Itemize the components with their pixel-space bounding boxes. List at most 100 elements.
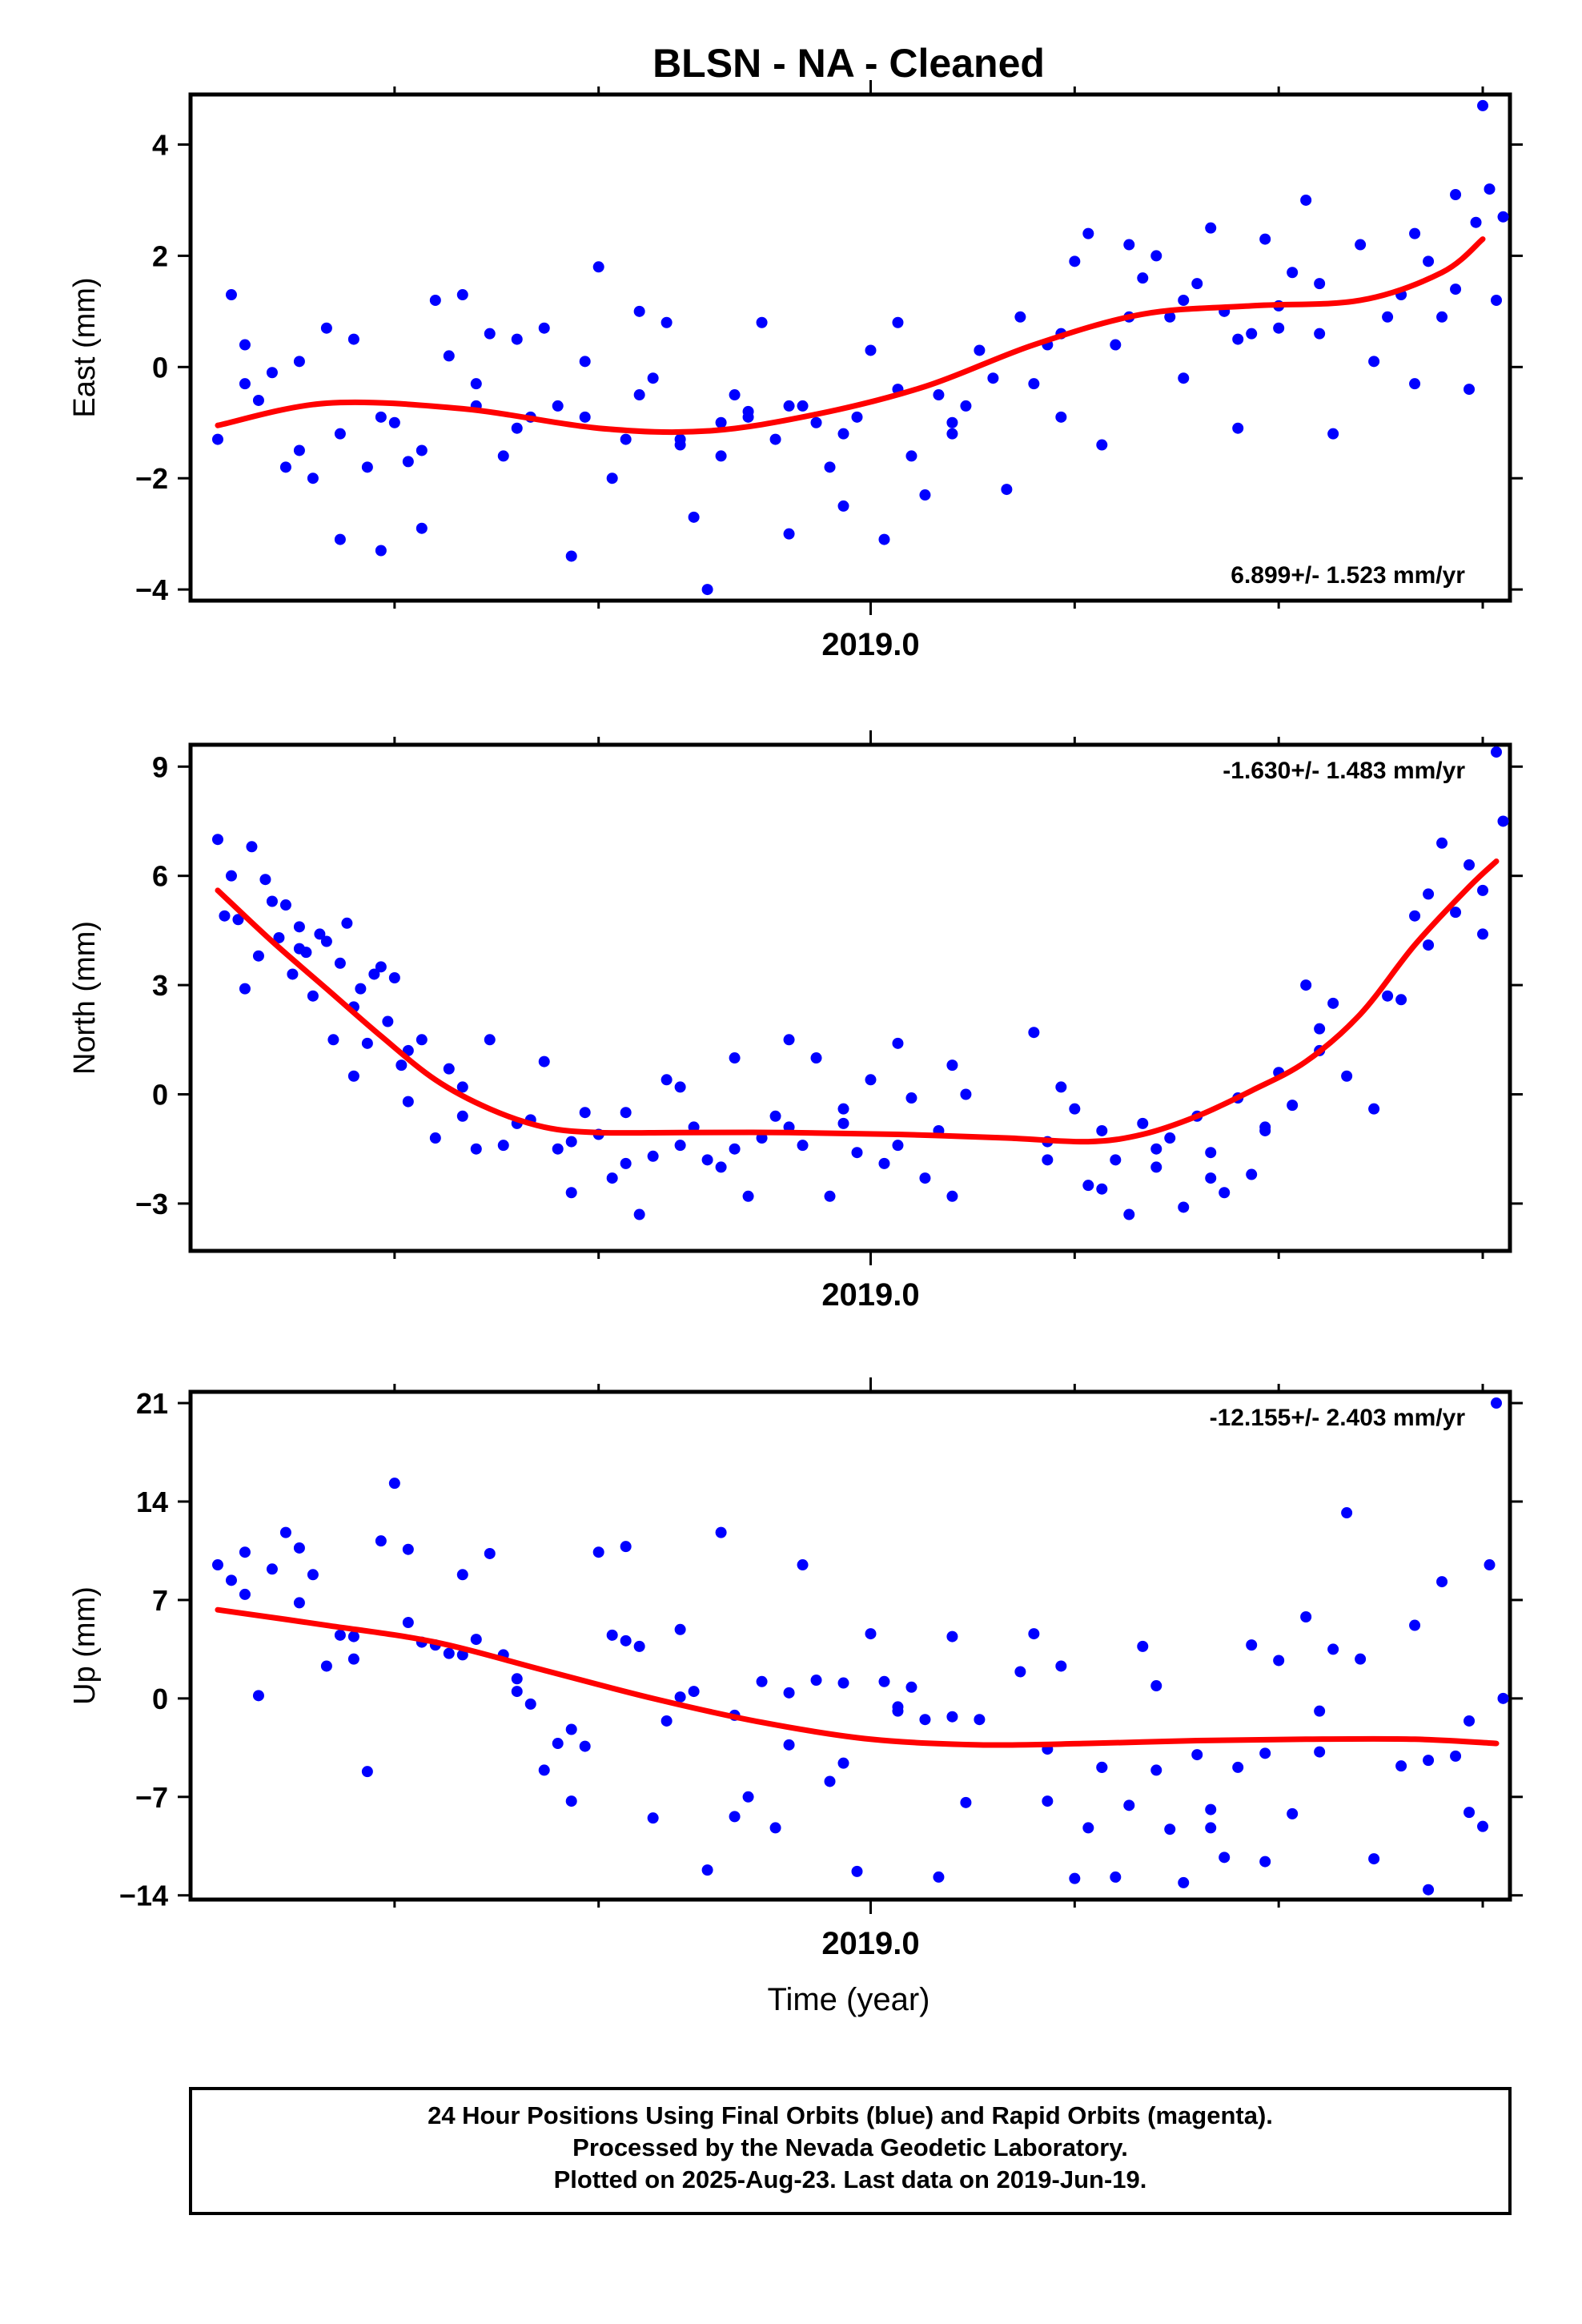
data-point bbox=[279, 899, 291, 911]
data-point bbox=[1368, 1853, 1380, 1865]
data-point bbox=[674, 1140, 686, 1152]
data-point bbox=[851, 411, 863, 423]
data-point bbox=[287, 968, 299, 980]
data-point bbox=[620, 1541, 632, 1553]
data-point bbox=[824, 461, 836, 473]
data-point bbox=[402, 1617, 414, 1629]
data-point bbox=[1096, 1124, 1108, 1136]
data-point bbox=[1205, 1147, 1217, 1159]
y-tick-label: −7 bbox=[135, 1781, 168, 1814]
footer-line-2: Processed by the Nevada Geodetic Laborat… bbox=[572, 2133, 1128, 2161]
data-point bbox=[783, 528, 795, 540]
east-panel: −4 −2 0 2 4 2019.0 East (mm) 6.899+/- 1.523 mm/… bbox=[68, 80, 1523, 662]
data-point bbox=[579, 1740, 591, 1752]
data-point bbox=[1259, 1121, 1271, 1133]
data-point bbox=[606, 472, 618, 485]
data-point bbox=[1314, 1746, 1326, 1758]
data-point bbox=[1123, 239, 1135, 251]
data-point bbox=[1055, 411, 1067, 423]
data-point bbox=[674, 1623, 686, 1635]
data-point bbox=[1327, 1643, 1339, 1655]
data-point bbox=[1464, 1715, 1476, 1727]
plot-frame bbox=[188, 92, 1512, 603]
data-point bbox=[1314, 278, 1326, 290]
data-point bbox=[783, 400, 795, 412]
data-point bbox=[1423, 1884, 1435, 1896]
data-point bbox=[456, 289, 468, 301]
data-point bbox=[946, 416, 958, 428]
data-point bbox=[1300, 1610, 1312, 1622]
data-point bbox=[1178, 294, 1190, 306]
data-point bbox=[1497, 1692, 1509, 1704]
data-point bbox=[1178, 1876, 1190, 1888]
data-point bbox=[783, 1034, 795, 1046]
data-point bbox=[729, 1052, 741, 1064]
data-point bbox=[974, 344, 986, 356]
data-point bbox=[946, 1190, 958, 1202]
data-point bbox=[1069, 1103, 1081, 1115]
data-point bbox=[579, 411, 591, 423]
data-point bbox=[1137, 272, 1149, 284]
data-point bbox=[1001, 484, 1013, 496]
data-point bbox=[769, 1110, 781, 1122]
data-point bbox=[511, 1673, 523, 1685]
footer-line-3: Plotted on 2025-Aug-23. Last data on 201… bbox=[554, 2165, 1147, 2193]
data-point bbox=[497, 450, 509, 462]
data-point bbox=[905, 450, 917, 462]
data-point bbox=[1341, 1070, 1353, 1082]
data-point bbox=[1191, 278, 1203, 290]
data-point bbox=[565, 550, 577, 562]
data-point bbox=[1028, 1628, 1040, 1640]
data-point bbox=[511, 333, 523, 345]
data-point bbox=[1341, 1507, 1353, 1519]
data-point bbox=[960, 1796, 972, 1808]
data-point bbox=[1110, 1871, 1122, 1883]
data-point bbox=[1082, 227, 1094, 239]
data-point bbox=[456, 1569, 468, 1581]
data-point bbox=[293, 444, 305, 456]
data-point bbox=[919, 1714, 931, 1726]
data-point bbox=[1368, 356, 1380, 368]
data-point bbox=[715, 416, 727, 428]
data-point bbox=[1450, 1750, 1462, 1762]
data-point bbox=[1246, 1168, 1258, 1180]
data-point bbox=[402, 1543, 414, 1555]
x-year-label: 2019.0 bbox=[821, 1926, 919, 1961]
data-point bbox=[1205, 1822, 1217, 1834]
data-point bbox=[1484, 1559, 1496, 1571]
data-point bbox=[1028, 1027, 1040, 1039]
data-point bbox=[1327, 428, 1339, 440]
data-point bbox=[1164, 311, 1176, 323]
data-point bbox=[552, 1738, 564, 1750]
data-point bbox=[1484, 183, 1496, 195]
data-point bbox=[592, 1546, 604, 1558]
y-tick-label: 2 bbox=[152, 239, 168, 272]
data-point bbox=[987, 372, 999, 384]
data-point bbox=[756, 1675, 768, 1687]
data-point bbox=[347, 333, 359, 345]
data-point bbox=[1287, 267, 1299, 279]
y-tick-label: 0 bbox=[152, 351, 168, 384]
data-point bbox=[341, 917, 353, 929]
data-point bbox=[647, 372, 659, 384]
data-point bbox=[878, 533, 890, 545]
data-point bbox=[355, 983, 367, 995]
x-year-label: 2019.0 bbox=[821, 1277, 919, 1313]
data-point bbox=[1150, 250, 1162, 262]
data-point bbox=[443, 1063, 455, 1075]
data-point bbox=[783, 1739, 795, 1751]
plot-frame bbox=[188, 742, 1512, 1253]
data-point bbox=[1259, 1856, 1271, 1868]
data-point bbox=[715, 450, 727, 462]
data-point bbox=[1014, 311, 1026, 323]
data-point bbox=[592, 261, 604, 273]
data-point bbox=[416, 1034, 428, 1046]
data-point bbox=[606, 1629, 618, 1641]
y-tick-label: 7 bbox=[152, 1584, 168, 1617]
data-point bbox=[1327, 997, 1339, 1009]
data-point bbox=[810, 1675, 822, 1687]
data-point bbox=[1477, 884, 1489, 896]
data-point bbox=[1055, 1660, 1067, 1672]
y-tick-label: −3 bbox=[135, 1188, 168, 1220]
